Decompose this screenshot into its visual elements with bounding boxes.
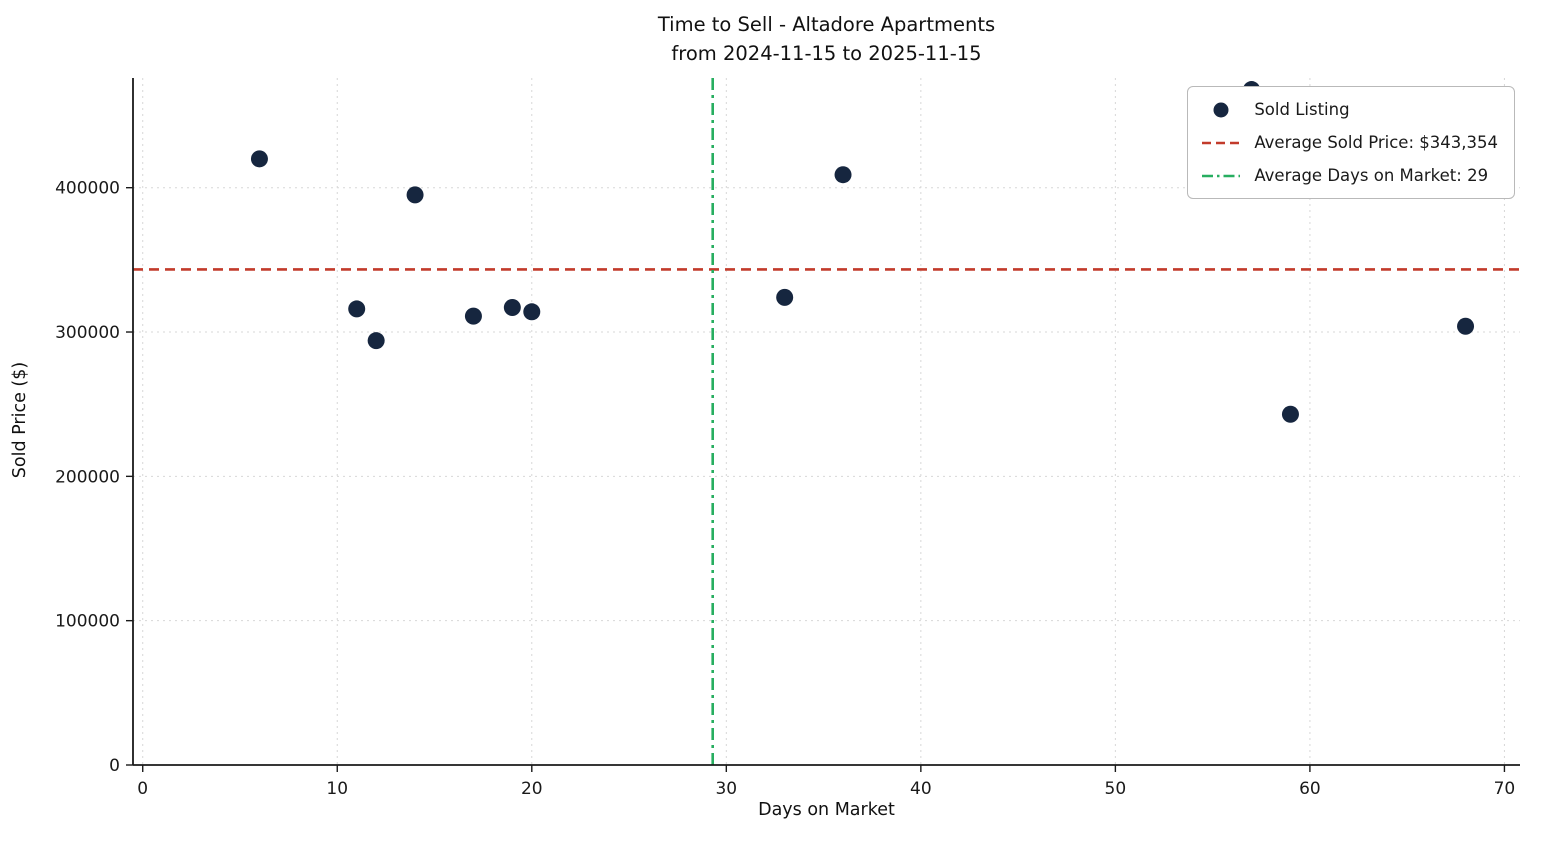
x-tick-label: 60 xyxy=(1299,779,1321,799)
sold-listing-point xyxy=(776,288,794,306)
legend-label-sold-listing: Sold Listing xyxy=(1254,100,1350,119)
legend-item-sold-listing: Sold Listing xyxy=(1200,95,1498,124)
x-axis-label: Days on Market xyxy=(758,800,895,820)
sold-listing-point xyxy=(1457,317,1475,335)
y-tick-label: 0 xyxy=(109,756,120,776)
x-tick-label: 0 xyxy=(137,779,148,799)
x-tick-label: 50 xyxy=(1105,779,1127,799)
sold-listing-point xyxy=(503,298,521,316)
sold-listing-point xyxy=(367,332,385,350)
legend-item-average-sold-price: Average Sold Price: $343,354 xyxy=(1200,128,1498,157)
legend-item-average-days-on-market: Average Days on Market: 29 xyxy=(1200,161,1498,190)
legend-label-average-sold-price: Average Sold Price: $343,354 xyxy=(1254,133,1498,152)
sold-listing-point xyxy=(348,300,366,318)
sold-listing-point xyxy=(406,186,424,204)
x-tick-label: 30 xyxy=(715,779,737,799)
y-tick-label: 400000 xyxy=(55,179,120,199)
sold-listing-marker-icon xyxy=(1200,100,1242,120)
x-tick-label: 10 xyxy=(326,779,348,799)
sold-listing-point xyxy=(464,307,482,325)
y-tick-label: 300000 xyxy=(55,323,120,343)
avg-price-dashed-line-icon xyxy=(1200,133,1242,153)
chart-title: Time to Sell - Altadore Apartments from … xyxy=(133,10,1520,69)
sold-listing-point xyxy=(1281,405,1299,423)
sold-listing-point xyxy=(250,150,268,168)
y-tick-label: 200000 xyxy=(55,467,120,487)
x-tick-label: 40 xyxy=(910,779,932,799)
sold-listing-point xyxy=(834,166,852,184)
y-axis-label: Sold Price ($) xyxy=(10,361,30,479)
chart-title-line-1: Time to Sell - Altadore Apartments xyxy=(657,13,996,36)
x-tick-label: 70 xyxy=(1494,779,1516,799)
chart-title-line-2: from 2024-11-15 to 2025-11-15 xyxy=(671,42,982,66)
avg-days-dashdot-line-icon xyxy=(1200,166,1242,186)
legend: Sold Listing Average Sold Price: $343,35… xyxy=(1187,86,1515,199)
y-tick-label: 100000 xyxy=(55,612,120,632)
sold-listing-point xyxy=(523,303,541,321)
x-tick-label: 20 xyxy=(521,779,543,799)
legend-label-average-days-on-market: Average Days on Market: 29 xyxy=(1254,166,1489,185)
